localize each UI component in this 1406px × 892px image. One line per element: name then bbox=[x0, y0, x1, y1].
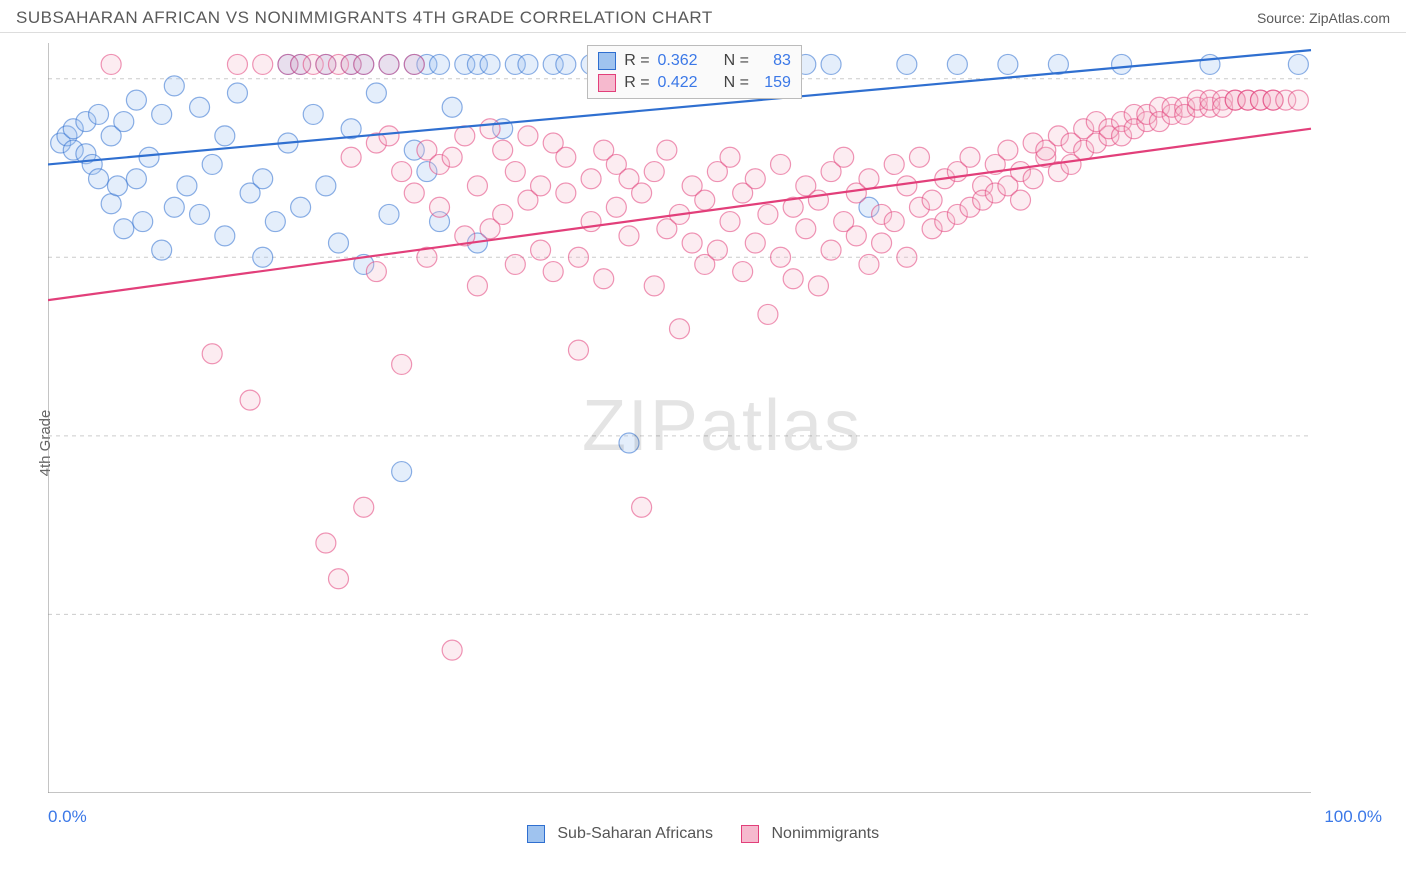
stat-r-value: 0.422 bbox=[658, 74, 698, 92]
stat-r-label: R = bbox=[624, 52, 649, 70]
stat-n-label: N = bbox=[724, 52, 749, 70]
chart-source: Source: ZipAtlas.com bbox=[1257, 10, 1390, 26]
stat-n-value: 83 bbox=[757, 52, 791, 70]
scatter-plot-svg bbox=[48, 43, 1396, 793]
stat-r-label: R = bbox=[624, 74, 649, 92]
stat-swatch-icon bbox=[598, 52, 616, 70]
stat-n-label: N = bbox=[724, 74, 749, 92]
legend-label: Nonimmigrants bbox=[771, 825, 879, 842]
legend-swatch-icon bbox=[741, 825, 759, 843]
chart-title: SUBSAHARAN AFRICAN VS NONIMMIGRANTS 4TH … bbox=[16, 8, 713, 28]
stat-r-value: 0.362 bbox=[658, 52, 698, 70]
stat-swatch-icon bbox=[598, 74, 616, 92]
legend-item-nonimmigrants: Nonimmigrants bbox=[741, 825, 879, 843]
chart-header: SUBSAHARAN AFRICAN VS NONIMMIGRANTS 4TH … bbox=[0, 0, 1406, 33]
stats-legend-box: R = 0.362 N = 83 R = 0.422 N = 159 bbox=[587, 45, 802, 99]
stat-n-value: 159 bbox=[757, 74, 791, 92]
legend-item-subsaharan: Sub-Saharan Africans bbox=[527, 825, 713, 843]
stat-row: R = 0.362 N = 83 bbox=[598, 50, 791, 72]
legend-label: Sub-Saharan Africans bbox=[557, 825, 713, 842]
chart-container: 4th Grade ZIPatlas R =0.362N =83R =0.422… bbox=[0, 33, 1406, 853]
plot-area: ZIPatlas R =0.362N =83R =0.422N =159 85.… bbox=[48, 43, 1396, 793]
legend: Sub-Saharan Africans Nonimmigrants bbox=[0, 825, 1406, 843]
legend-swatch-icon bbox=[527, 825, 545, 843]
stat-row: R = 0.422 N = 159 bbox=[598, 72, 791, 94]
